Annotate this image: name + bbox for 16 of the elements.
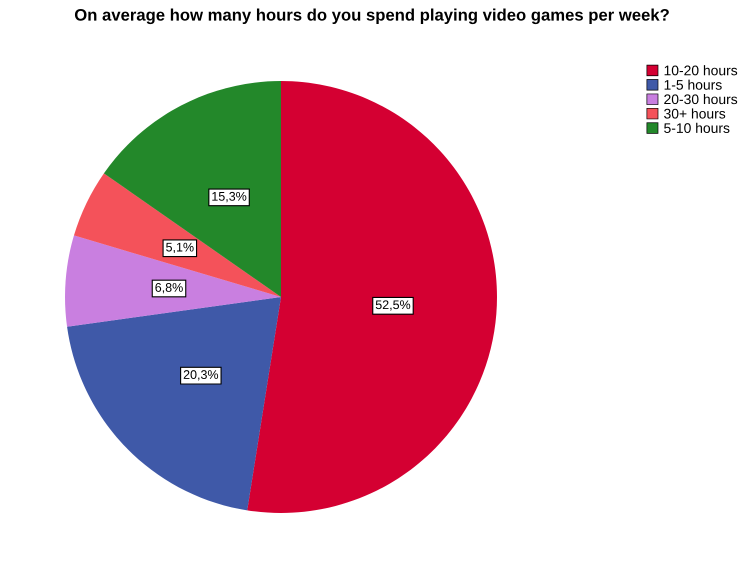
data-label: 5,1%: [166, 242, 194, 254]
legend-label: 10-20 hours: [664, 65, 738, 76]
legend-label: 20-30 hours: [664, 94, 738, 104]
pie-slice: [247, 81, 497, 513]
legend-label: 30+ hours: [664, 108, 726, 119]
pie-slice: [67, 297, 281, 510]
legend-label: 5-10 hours: [664, 122, 730, 134]
data-label: 6,8%: [155, 283, 183, 294]
data-label: 20,3%: [184, 370, 218, 380]
pie-slice: [74, 173, 281, 297]
legend-label: 1-5 hours: [664, 80, 722, 90]
pie-slice: [65, 235, 281, 327]
pie-slice: [104, 81, 281, 297]
data-label: 52,5%: [376, 300, 410, 311]
data-label: 15,3%: [212, 192, 246, 202]
chart-title: On average how many hours do you spend playing video games per week?: [74, 8, 669, 24]
